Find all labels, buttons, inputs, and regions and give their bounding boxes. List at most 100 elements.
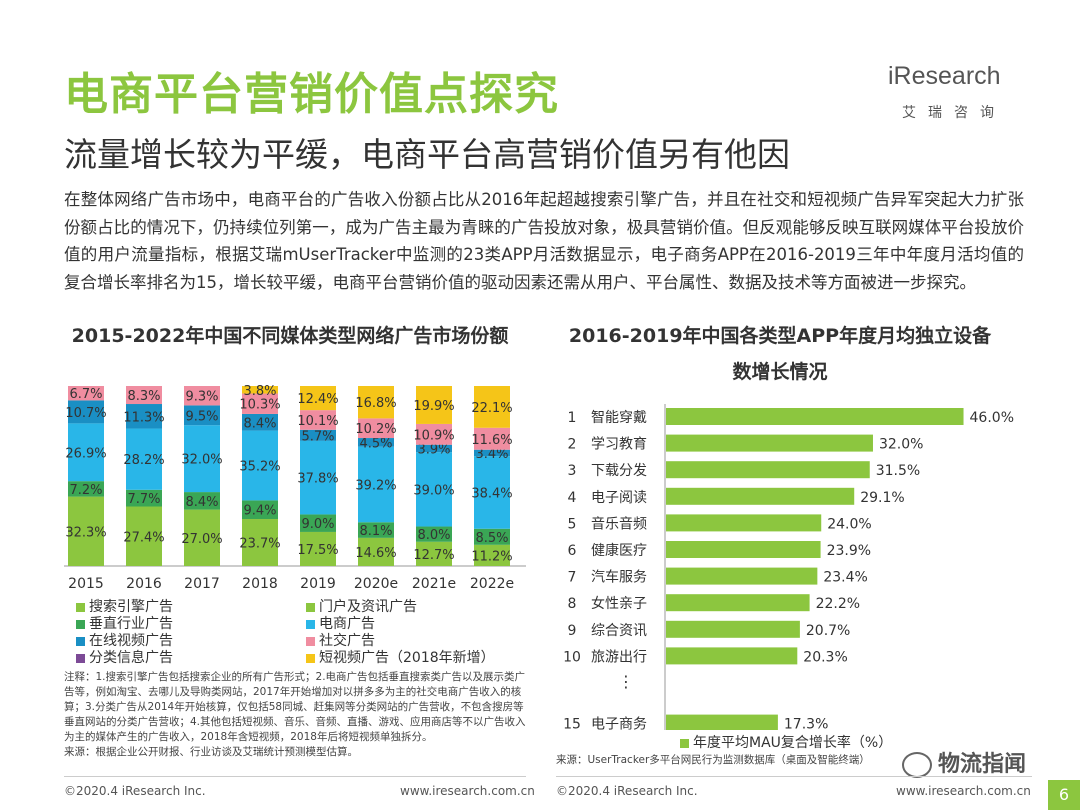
data-label: 9.5% (185, 409, 218, 424)
bar-segment (68, 496, 104, 566)
data-label: 29.1% (860, 490, 904, 506)
legend-label: 社交广告 (319, 633, 375, 649)
bar-segment (242, 413, 278, 431)
bar (666, 461, 870, 479)
bar-segment (416, 452, 452, 527)
category-label: 学习教育 (591, 437, 647, 453)
iresearch-logo: iResearch 艾瑞咨询 (888, 62, 1028, 122)
rank-label: 5 (568, 516, 577, 532)
data-label: 20.7% (806, 623, 850, 639)
data-label: 17.3% (784, 717, 828, 730)
bar-segment (68, 423, 104, 482)
legend-item: 短视频广告（2018年新增） (306, 647, 495, 667)
logo-subtext: 艾瑞咨询 (902, 105, 1006, 121)
note-line: 来源：根据企业公开财报、行业访谈及艾瑞统计预测模型估算。 (64, 746, 358, 758)
bar (666, 567, 818, 585)
rank-label: 4 (568, 490, 577, 506)
bar-segment (300, 386, 336, 411)
bar-segment (126, 489, 162, 507)
data-label: 27.4% (123, 530, 164, 545)
footer-url-right: www.iresearch.com.cn (896, 784, 1031, 798)
legend-item: 在线视频广告 (76, 630, 173, 650)
bar-segment (68, 400, 104, 424)
bar (666, 487, 855, 505)
category-label: 音乐音频 (591, 515, 647, 532)
data-label: 23.4% (823, 570, 867, 586)
data-label: 3.8% (243, 384, 276, 399)
data-label: 9.3% (185, 390, 218, 405)
data-label: 32.3% (65, 525, 106, 540)
category-label: 健康医疗 (591, 542, 647, 559)
legend-swatch (306, 636, 315, 646)
data-label: 5.7% (301, 429, 334, 444)
data-label: 9.4% (243, 504, 276, 519)
bar-segment (300, 440, 336, 515)
right-chart-source: 来源：UserTracker多平台网民行为监测数据库（桌面及智能终端） (556, 754, 870, 766)
bar-segment (242, 519, 278, 566)
bar-segment (474, 386, 510, 428)
data-label: 22.2% (816, 596, 860, 612)
bar (666, 714, 778, 730)
rank-label: 10 (563, 649, 581, 665)
right-legend-label: 年度平均MAU复合增长率（%） (693, 735, 893, 751)
data-label: 27.0% (181, 532, 222, 547)
legend-swatch (306, 602, 315, 612)
watermark: 物流指闻 (902, 746, 1026, 778)
x-tick-label: 2021e (412, 576, 456, 592)
data-label: 39.2% (355, 478, 396, 493)
x-tick-label: 2020e (354, 576, 398, 592)
data-label: 8.4% (185, 495, 218, 510)
ad-share-stacked-bar-chart: 32.3% 7.2% 26.9% 10.7% 6.7% 2015 27.4% 7.7% 28.2… (64, 384, 526, 592)
logo-text: iResearch (888, 62, 1001, 90)
bar-segment (474, 528, 510, 545)
data-label: 8.4% (243, 416, 276, 431)
right-chart-legend: 年度平均MAU复合增长率（%） (680, 732, 892, 752)
data-label: 9.0% (301, 517, 334, 532)
rank-label: 8 (568, 596, 577, 612)
category-label: 女性亲子 (591, 595, 647, 612)
category-label: 旅游出行 (591, 649, 647, 665)
rank-label: 3 (568, 463, 577, 479)
bar-segment (242, 430, 278, 501)
data-label: 28.2% (123, 453, 164, 468)
data-label: 8.5% (475, 531, 508, 546)
data-label: 38.4% (471, 486, 512, 501)
data-label: 12.7% (413, 548, 454, 563)
bar-segment (416, 541, 452, 566)
legend-swatch (306, 619, 315, 629)
page-number: 6 (1048, 780, 1080, 810)
data-label: 3.9% (417, 442, 450, 457)
right-chart-title: 2016-2019年中国各类型APP年度月均独立设备数增长情况 (568, 325, 992, 383)
data-label: 3.4% (475, 447, 508, 462)
bar-segment (474, 544, 510, 566)
bar (666, 514, 822, 532)
bar-segment (474, 456, 510, 529)
legend-swatch (76, 653, 85, 663)
legend-label: 分类信息广告 (89, 650, 173, 666)
data-label: 35.2% (239, 459, 280, 474)
data-label: 22.1% (471, 401, 512, 416)
legend-item: 垂直行业广告 (76, 613, 173, 633)
data-label: 7.2% (69, 483, 102, 498)
legend-swatch (76, 636, 85, 646)
footer-copyright-left: ©2020.4 iResearch Inc. (64, 784, 206, 798)
bar-segment (184, 405, 220, 426)
bar-segment (126, 428, 162, 490)
page-title: 电商平台营销价值点探究 (64, 69, 559, 120)
bar-segment (184, 492, 220, 510)
legend-swatch (306, 653, 315, 663)
x-tick-label: 2016 (126, 576, 162, 592)
legend-item: 分类信息广告 (76, 647, 173, 667)
legend-label: 在线视频广告 (89, 633, 173, 649)
bar-segment (126, 506, 162, 566)
data-label: 7.7% (127, 492, 160, 507)
footer-url-left: www.iresearch.com.cn (400, 784, 535, 798)
bar (666, 647, 798, 665)
bar-segment (184, 386, 220, 406)
ellipsis-marker: ⋮ (618, 672, 634, 691)
bar-segment (474, 449, 510, 457)
data-label: 32.0% (181, 453, 222, 468)
app-growth-bar-chart: 1 智能穿戴 46.0% 2 学习教育 32.0% 3 下载分发 31.5% 4 电子阅读 29.1%… (563, 404, 1014, 730)
x-tick-label: 2018 (242, 576, 278, 592)
data-label: 10.2% (355, 422, 396, 437)
